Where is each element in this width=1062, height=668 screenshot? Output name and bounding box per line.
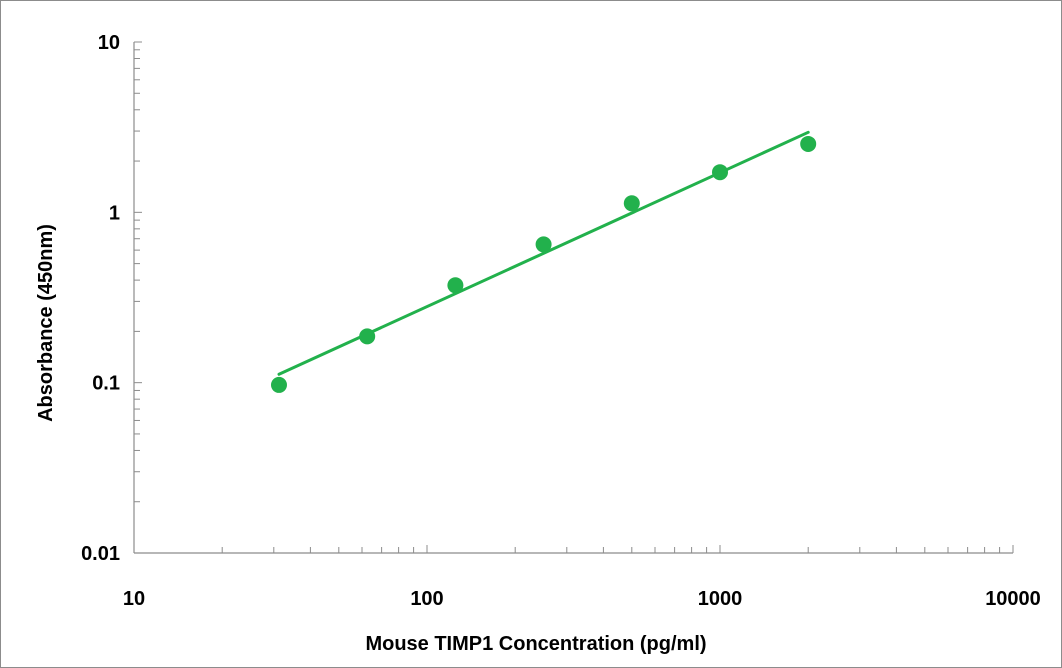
data-point (270, 376, 287, 393)
y-tick-label: 10 (98, 32, 120, 54)
x-axis-title: Mouse TIMP1 Concentration (pg/ml) (365, 633, 706, 655)
x-tick-label: 10000 (985, 588, 1041, 610)
y-tick-label: 0.01 (81, 543, 120, 565)
y-axis-title: Absorbance (450nm) (35, 224, 57, 422)
data-point (359, 328, 376, 345)
x-tick-label: 1000 (698, 588, 743, 610)
data-point (447, 277, 464, 294)
x-tick-label: 100 (410, 588, 443, 610)
data-point (623, 195, 640, 212)
trendline (277, 130, 810, 376)
data-points (270, 135, 817, 393)
y-tick-label: 0.1 (92, 373, 120, 395)
axes (133, 41, 1014, 554)
tick-labels: 10 100 1000 10000 0.01 0.1 1 10 (81, 32, 1041, 610)
data-point (800, 135, 817, 152)
x-tick-label: 10 (123, 588, 145, 610)
data-point (535, 236, 552, 253)
trendline-group (277, 130, 810, 376)
y-tick-label: 1 (109, 202, 120, 224)
data-point (712, 164, 728, 181)
